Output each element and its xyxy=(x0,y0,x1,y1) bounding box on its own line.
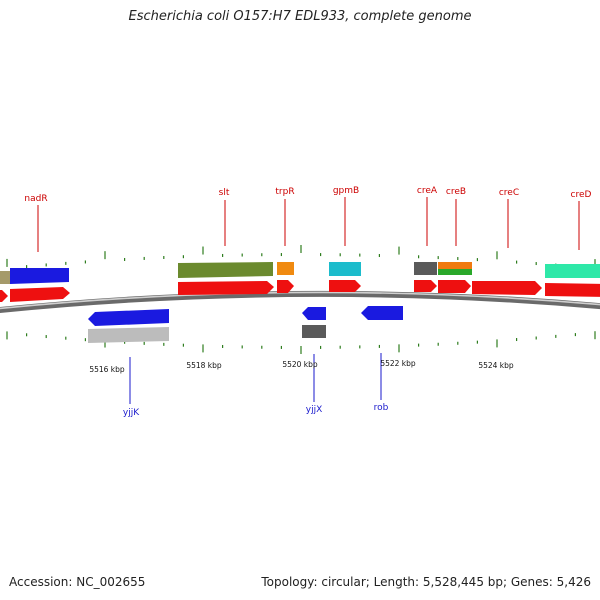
accession-label: Accession: NC_002655 xyxy=(9,575,146,589)
kbp-label-5524: 5524 kbp xyxy=(478,361,514,370)
gene-creA-box xyxy=(414,262,437,275)
gene-creC-arrow xyxy=(472,281,542,295)
gene-creB-box-bottom xyxy=(438,269,472,275)
gene-creB-arrow xyxy=(438,280,471,293)
map-title: Escherichia coli O157:H7 EDL933, complet… xyxy=(128,9,472,24)
gene-nadR-arrow xyxy=(10,287,70,302)
gene-label-yjjX: yjjX xyxy=(306,405,323,415)
gene-creD-box xyxy=(545,264,600,278)
gene-yjjK-arrow xyxy=(88,309,169,326)
gene-trpR-arrow xyxy=(277,280,294,293)
gene-label-trpR: trpR xyxy=(275,187,294,197)
gene-slt-box xyxy=(178,262,273,278)
genome-backbone xyxy=(0,290,600,314)
gene-label-gpmB: gpmB xyxy=(333,186,359,196)
gene-yjjX-arrow xyxy=(302,307,326,320)
gene-gpmB-box xyxy=(329,262,361,276)
gene-yjjK-box xyxy=(88,327,169,343)
gene-label-creC: creC xyxy=(499,188,519,198)
genome-backbone-highlight xyxy=(0,291,600,310)
genome-summary-label: Topology: circular; Length: 5,528,445 bp… xyxy=(261,575,591,589)
kbp-label-5520: 5520 kbp xyxy=(282,360,318,369)
kbp-label-5516: 5516 kbp xyxy=(89,365,125,374)
gene-label-creA: creA xyxy=(417,186,438,196)
gene-arrow-partial xyxy=(0,290,8,302)
gene-rob-arrow xyxy=(361,306,403,320)
gene-trpR-box xyxy=(277,262,294,275)
gene-gpmB-arrow xyxy=(329,280,361,292)
gene-label-nadR: nadR xyxy=(24,194,47,204)
gene-yjjX-box xyxy=(302,325,326,338)
tick-row-upper xyxy=(6,245,596,269)
gene-nadR-box xyxy=(10,268,69,284)
gene-label-yjjK: yjjK xyxy=(123,408,140,418)
gene-box-partial xyxy=(0,271,10,284)
kbp-label-5518: 5518 kbp xyxy=(186,361,222,370)
gene-creB-box-top xyxy=(438,262,472,269)
gene-label-slt: slt xyxy=(219,188,230,198)
gene-label-creB: creB xyxy=(446,187,466,197)
gene-label-rob: rob xyxy=(374,403,389,413)
gene-creA-arrow xyxy=(414,280,437,292)
kbp-label-5522: 5522 kbp xyxy=(380,359,416,368)
gene-label-creD: creD xyxy=(571,190,592,200)
gene-creD-arrow xyxy=(545,283,600,297)
gene-slt-arrow xyxy=(178,281,274,295)
